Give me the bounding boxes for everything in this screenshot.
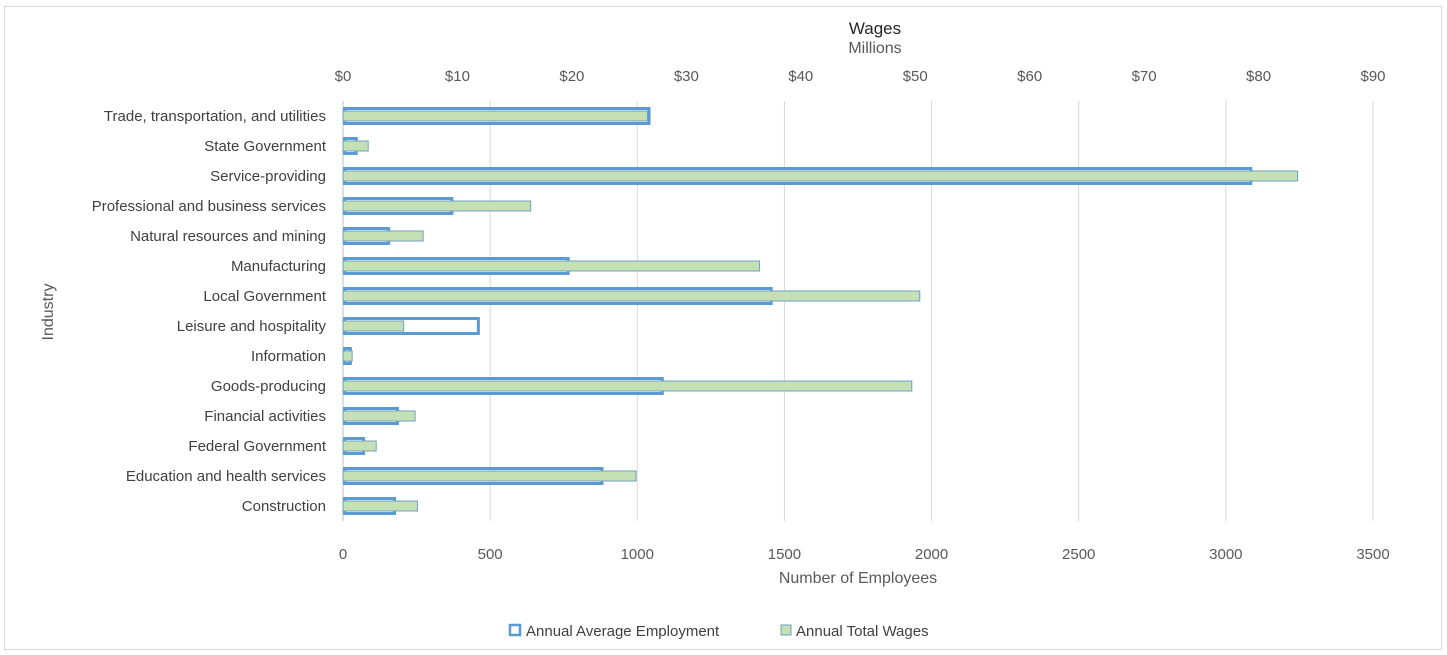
bar-annual-total-wages (342, 380, 913, 392)
category-label: Manufacturing (231, 258, 326, 275)
bars (342, 107, 1298, 515)
bottom-axis-tick-label: 3000 (1209, 546, 1242, 563)
category-label: Information (251, 348, 326, 365)
bottom-axis-tick-label: 500 (478, 546, 503, 563)
chart-frame: 0 500 1000 1500 2000 2500 3000 3500 $0 $10 $20 $30 $… (4, 6, 1442, 650)
bar-annual-total-wages (342, 440, 377, 452)
bar-annual-total-wages (342, 110, 648, 122)
bottom-axis-tick-label: 1500 (768, 546, 801, 563)
top-axis-tick-label: $20 (559, 68, 584, 85)
top-axis-tick-label: $70 (1132, 68, 1157, 85)
bar-annual-total-wages (342, 230, 424, 242)
top-axis-tick-label: $10 (445, 68, 470, 85)
bar-annual-total-wages (342, 350, 353, 362)
bottom-axis-tick-label: 1000 (621, 546, 654, 563)
bar-annual-total-wages (342, 500, 418, 512)
category-label: Education and health services (126, 468, 326, 485)
bottom-axis-title: Number of Employees (779, 570, 937, 587)
category-label: Financial activities (204, 408, 326, 425)
bar-annual-total-wages (342, 320, 405, 332)
category-label: Service-providing (210, 168, 326, 185)
top-axis-tick-label: $0 (335, 68, 352, 85)
category-label: Construction (242, 498, 326, 515)
top-axis-tick-label: $80 (1246, 68, 1271, 85)
bottom-axis-tick-label: 2000 (915, 546, 948, 563)
bottom-axis-tick-label: 3500 (1356, 546, 1389, 563)
bar-annual-total-wages (342, 260, 761, 272)
category-label: Leisure and hospitality (177, 318, 327, 335)
category-label: Natural resources and mining (130, 228, 326, 245)
legend-label-employment: Annual Average Employment (526, 623, 720, 640)
horizontal-bar-chart: 0 500 1000 1500 2000 2500 3000 3500 $0 $10 $20 $30 $… (40, 19, 1390, 640)
top-axis-tick-label: $30 (674, 68, 699, 85)
bar-annual-total-wages (342, 470, 637, 482)
category-label: Professional and business services (92, 198, 326, 215)
category-label: Local Government (203, 288, 326, 305)
legend-label-wages: Annual Total Wages (796, 623, 929, 640)
labels: 0 500 1000 1500 2000 2500 3000 3500 $0 $10 $20 $30 $… (92, 68, 1390, 563)
bar-annual-total-wages (342, 200, 532, 212)
gridlines (342, 101, 1374, 521)
y-axis-title: Industry (40, 284, 57, 341)
legend-swatch-wages (780, 624, 792, 636)
category-label: Federal Government (188, 438, 326, 455)
bottom-axis-tick-label: 2500 (1062, 546, 1095, 563)
top-axis-title: Wages (849, 19, 901, 38)
top-axis-subtitle: Millions (848, 40, 901, 57)
top-axis-tick-label: $90 (1360, 68, 1385, 85)
bar-annual-total-wages (342, 170, 1298, 182)
top-axis-tick-label: $50 (903, 68, 928, 85)
legend-swatch-employment (508, 623, 522, 637)
category-label: Goods-producing (211, 378, 326, 395)
top-axis-tick-label: $60 (1017, 68, 1042, 85)
category-label: Trade, transportation, and utilities (104, 108, 326, 125)
bar-annual-total-wages (342, 410, 416, 422)
category-label: State Government (204, 138, 327, 155)
bar-annual-total-wages (342, 290, 921, 302)
bottom-axis-tick-label: 0 (339, 546, 347, 563)
bar-annual-total-wages (342, 140, 369, 152)
top-axis-tick-label: $40 (788, 68, 813, 85)
legend: Annual Average Employment Annual Total W… (508, 623, 929, 640)
